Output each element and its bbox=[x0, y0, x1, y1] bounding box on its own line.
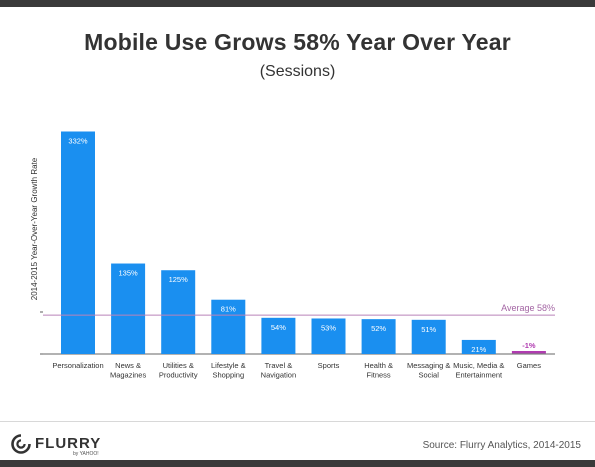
bar-messaging bbox=[411, 319, 446, 354]
category-label: Utilities & Productivity bbox=[159, 361, 198, 380]
bar-value-label: -1% bbox=[522, 341, 536, 350]
bar-value-label: 125% bbox=[169, 275, 189, 284]
bar-value-label: 332% bbox=[68, 136, 88, 145]
bars-group: 332% Personalization 135% News & Magazines 12… bbox=[40, 131, 555, 380]
bar-games bbox=[511, 351, 546, 354]
bar-value-label: 54% bbox=[271, 323, 286, 332]
bar-value-label: 135% bbox=[119, 269, 139, 278]
bar-sports bbox=[311, 318, 346, 354]
y-axis-label: 2014-2015 Year-Over-Year Growth Rate bbox=[30, 157, 39, 300]
bar-travel bbox=[261, 317, 296, 354]
bar-chart: 2014-2015 Year-Over-Year Growth Rate 332… bbox=[30, 131, 555, 380]
category-label: News & Magazines bbox=[110, 361, 147, 380]
category-label: Messaging & Social bbox=[407, 361, 450, 380]
category-label: Sports bbox=[318, 361, 340, 370]
bar-value-label: 52% bbox=[371, 324, 386, 333]
bar-utilities bbox=[161, 270, 196, 354]
bar-value-label: 53% bbox=[321, 323, 336, 332]
category-label: Travel & Navigation bbox=[261, 361, 296, 380]
chart-title: Mobile Use Grows 58% Year Over Year bbox=[84, 29, 511, 55]
flurry-logo-icon bbox=[11, 434, 31, 454]
flurry-logo: FLURRY by YAHOO! bbox=[11, 434, 121, 457]
bar-health bbox=[361, 319, 396, 354]
bar-music-media bbox=[461, 339, 496, 354]
average-group: Average 58% bbox=[43, 303, 555, 316]
bar-value-label: 51% bbox=[421, 325, 436, 334]
chart-card: Mobile Use Grows 58% Year Over Year (Ses… bbox=[0, 7, 595, 460]
flurry-logo-text: FLURRY bbox=[35, 435, 102, 452]
bar-news bbox=[111, 263, 146, 354]
bar-personalization bbox=[61, 131, 95, 354]
category-label: Health & Fitness bbox=[364, 361, 393, 380]
bar-value-label: 21% bbox=[471, 345, 486, 354]
average-label: Average 58% bbox=[501, 303, 555, 313]
category-label: Lifestyle & Shopping bbox=[211, 361, 246, 380]
category-label: Games bbox=[517, 361, 541, 370]
chart-subtitle: (Sessions) bbox=[259, 63, 336, 80]
bar-lifestyle bbox=[211, 299, 246, 354]
flurry-logo-subtext: by YAHOO! bbox=[73, 451, 99, 457]
footer-divider bbox=[0, 421, 595, 422]
category-label: Personalization bbox=[52, 361, 103, 370]
bar-value-label: 81% bbox=[221, 305, 236, 314]
source-note: Source: Flurry Analytics, 2014-2015 bbox=[422, 440, 581, 451]
category-label: Music, Media & Entertainment bbox=[453, 361, 504, 380]
